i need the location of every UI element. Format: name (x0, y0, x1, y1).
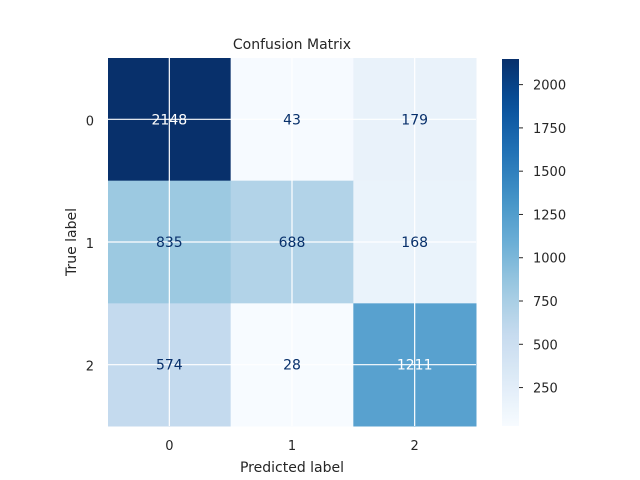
x-tick-label-0: 0 (165, 439, 173, 454)
colorbar-tick-label-750: 750 (533, 295, 558, 310)
colorbar-tick-label-1750: 1750 (533, 122, 566, 137)
colorbar-ticks: 250 500 750 1000 1250 1500 1750 2000 (519, 79, 566, 397)
colorbar-tick-label-250: 250 (533, 382, 558, 397)
y-tick-label-1: 1 (86, 237, 94, 252)
colorbar (502, 59, 519, 426)
grid-lines (108, 58, 476, 426)
cell-value-2-0: 574 (156, 358, 183, 374)
colorbar-tick-label-1500: 1500 (533, 165, 566, 180)
y-tick-label-2: 2 (86, 360, 94, 375)
cell-value-1-1: 688 (279, 235, 306, 251)
y-tick-label-0: 0 (86, 114, 94, 129)
colorbar-tick-label-2000: 2000 (533, 79, 566, 94)
colorbar-tick-label-1000: 1000 (533, 252, 566, 267)
cell-value-0-1: 43 (283, 112, 301, 128)
cell-value-labels: 2148 43 179 835 688 168 574 28 1211 (152, 112, 433, 373)
colorbar-tick-label-1250: 1250 (533, 208, 566, 223)
x-axis-ticks: 0 1 2 (165, 439, 419, 454)
cell-value-2-1: 28 (283, 358, 301, 374)
x-tick-label-1: 1 (288, 439, 296, 454)
cell-value-2-2: 1211 (397, 358, 433, 374)
x-axis-label: Predicted label (240, 460, 344, 476)
cell-value-1-0: 835 (156, 235, 183, 251)
cell-value-0-0: 2148 (152, 112, 188, 128)
colorbar-tick-label-500: 500 (533, 338, 558, 353)
y-axis-label: True label (64, 208, 80, 277)
y-axis-ticks: 0 1 2 (86, 114, 94, 374)
cell-value-1-2: 168 (401, 235, 428, 251)
chart-title: Confusion Matrix (233, 37, 351, 53)
cell-value-0-2: 179 (401, 112, 428, 128)
x-tick-label-2: 2 (411, 439, 419, 454)
